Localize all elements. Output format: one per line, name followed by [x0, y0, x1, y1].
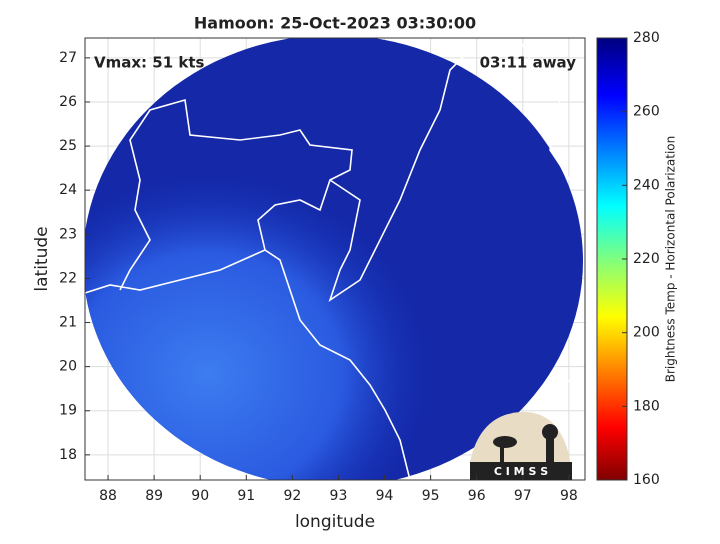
- y-tick-label: 24: [59, 182, 77, 198]
- plot-frame: [84, 37, 586, 481]
- colorbar-tick-label: 280: [633, 30, 660, 46]
- colorbar-tick-label: 200: [633, 325, 660, 341]
- y-tick-label: 26: [59, 94, 77, 110]
- y-tick-label: 22: [59, 270, 77, 286]
- annotation: 03:11 away: [480, 54, 577, 72]
- imagery: [85, 38, 585, 480]
- x-axis-label: longitude: [295, 512, 375, 532]
- y-tick-label: 18: [59, 447, 77, 463]
- logo: C I M S S: [470, 411, 572, 480]
- colorbar-tick-label: 180: [633, 398, 660, 414]
- x-tick-label: 90: [191, 488, 209, 504]
- x-tick-label: 89: [145, 488, 163, 504]
- x-tick-label: 98: [560, 488, 578, 504]
- x-tick-label: 91: [237, 488, 255, 504]
- colorbar-tick-label: 220: [633, 251, 660, 267]
- x-tick-label: 97: [514, 488, 532, 504]
- title: Hamoon: 25-Oct-2023 03:30:00: [194, 14, 476, 33]
- y-tick-label: 25: [59, 138, 77, 154]
- annotation: Vmax: 51 kts: [94, 54, 204, 72]
- y-tick-label: 20: [59, 359, 77, 375]
- coastline: [85, 39, 585, 480]
- x-tick-label: 96: [468, 488, 486, 504]
- colorbar-label: Brightness Temp - Horizontal Polarizatio…: [664, 136, 678, 383]
- colorbar-tick-label: 160: [633, 472, 660, 488]
- x-tick-label: 88: [99, 488, 117, 504]
- y-axis-label: latitude: [32, 226, 52, 291]
- y-tick-label: 23: [59, 226, 77, 242]
- x-tick-label: 93: [330, 488, 348, 504]
- y-tick-label: 19: [59, 403, 77, 419]
- warm-region: [85, 38, 583, 480]
- logo-text: C I M S S: [494, 465, 548, 478]
- y-tick-label: 27: [59, 50, 77, 66]
- x-tick-label: 95: [422, 488, 440, 504]
- x-tick-label: 92: [283, 488, 301, 504]
- x-tick-label: 94: [376, 488, 394, 504]
- colorbar-tick-label: 240: [633, 177, 660, 193]
- colorbar-tick-label: 260: [633, 104, 660, 120]
- y-tick-label: 21: [59, 315, 77, 331]
